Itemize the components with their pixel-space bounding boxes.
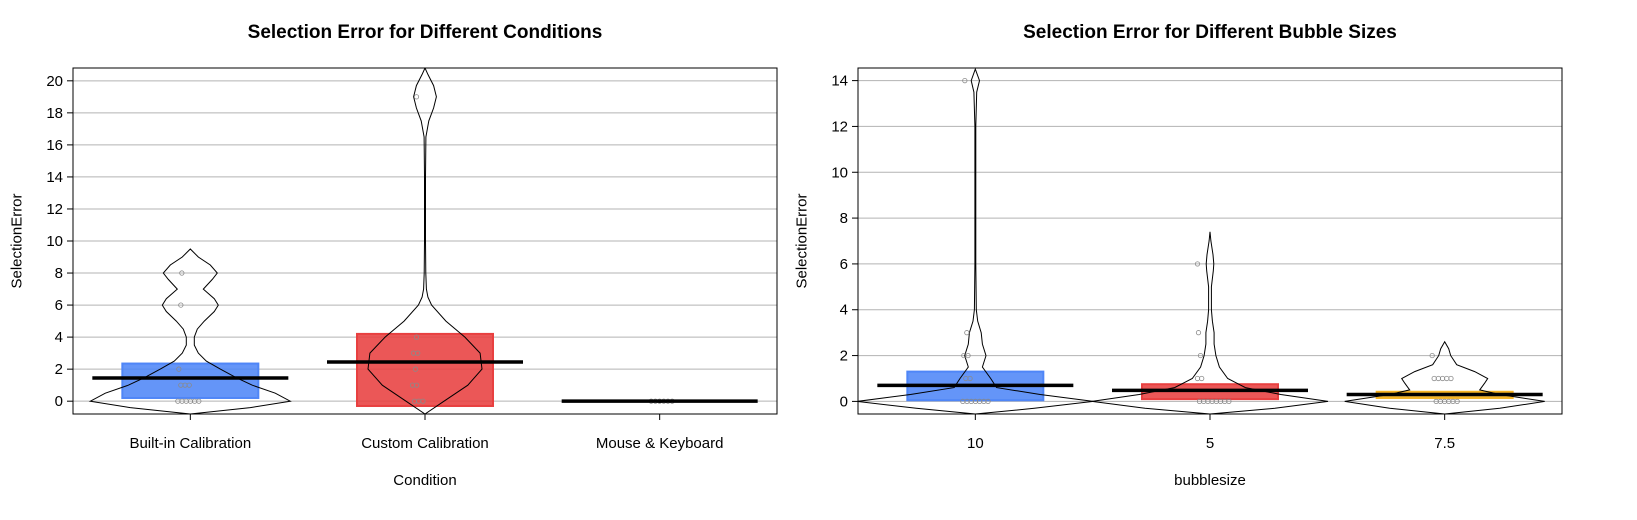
plot-area <box>88 68 758 414</box>
chart-title: Selection Error for Different Bubble Siz… <box>1023 22 1397 43</box>
y-axis: 0 2 4 6 8 10 12 14 <box>831 73 858 410</box>
data-point <box>965 352 971 359</box>
y-tick-label: 10 <box>46 233 63 250</box>
y-tick-label: 12 <box>831 118 848 135</box>
panel-bubble-sizes: Selection Error for Different Bubble Siz… <box>793 22 1563 489</box>
violin-shape <box>88 248 292 414</box>
y-axis-label: SelectionError <box>8 193 25 288</box>
data-point <box>1199 375 1205 382</box>
data-point <box>1435 375 1441 382</box>
y-tick-label: 4 <box>840 302 848 319</box>
data-point <box>964 330 970 336</box>
data-point <box>178 302 184 308</box>
data-point <box>413 94 420 100</box>
data-point <box>1439 375 1446 382</box>
data-point <box>179 270 185 276</box>
data-point <box>196 398 202 404</box>
data-point <box>1194 261 1201 267</box>
y-tick-label: 8 <box>55 265 63 282</box>
data-point <box>1195 330 1202 336</box>
data-point <box>414 382 420 388</box>
ci-box <box>121 362 260 399</box>
y-tick-label: 8 <box>840 210 848 227</box>
panel-conditions: Selection Error for Different Conditions… <box>8 22 778 489</box>
y-tick-label: 20 <box>46 73 63 90</box>
violin-shape <box>1091 231 1329 414</box>
y-tick-label: 14 <box>831 73 848 90</box>
y-tick-label: 0 <box>55 393 63 410</box>
plot-area <box>858 68 1545 414</box>
y-tick-label: 6 <box>840 256 848 273</box>
y-tick-label: 2 <box>840 348 848 365</box>
plot-frame <box>857 67 1563 415</box>
y-tick-label: 2 <box>55 361 63 378</box>
data-point <box>1444 375 1450 382</box>
y-tick-label: 14 <box>46 169 63 186</box>
data-point <box>1448 375 1454 382</box>
series-2 <box>327 68 523 414</box>
data-point <box>176 366 182 372</box>
y-tick-label: 16 <box>46 137 63 154</box>
x-tick-label: Built-in Calibration <box>129 435 251 452</box>
data-point <box>1454 398 1460 404</box>
data-point <box>967 375 973 382</box>
x-tick-label: 7.5 <box>1434 435 1455 452</box>
data-point <box>1429 352 1435 359</box>
data-point <box>1194 375 1201 382</box>
x-axis-label: Condition <box>393 472 456 489</box>
x-tick-label: 5 <box>1206 435 1214 452</box>
data-point <box>412 366 419 372</box>
x-axis: 10 5 7.5 <box>967 414 1455 452</box>
x-axis-label: bubblesize <box>1174 472 1246 489</box>
violin-shape <box>858 68 1094 414</box>
y-tick-label: 12 <box>46 201 63 218</box>
ci-box <box>356 332 494 407</box>
data-point <box>1226 398 1232 404</box>
y-tick-label: 10 <box>831 164 848 181</box>
data-point <box>420 398 426 404</box>
y-tick-label: 6 <box>55 297 63 314</box>
violin-shape <box>1344 340 1545 414</box>
series-3 <box>561 398 758 404</box>
series-3 <box>1344 340 1545 414</box>
y-tick-label: 4 <box>55 329 63 346</box>
data-point <box>415 350 421 356</box>
y-tick-label: 0 <box>840 393 848 410</box>
series-1 <box>88 248 292 414</box>
chart-title: Selection Error for Different Conditions <box>248 22 603 43</box>
y-tick-label: 18 <box>46 105 63 122</box>
data-point <box>985 398 991 404</box>
x-tick-label: Mouse & Keyboard <box>596 435 724 452</box>
data-point <box>186 382 192 388</box>
data-point <box>1431 375 1437 382</box>
series-1 <box>858 68 1094 414</box>
series-2 <box>1091 231 1329 414</box>
y-axis: 0 2 4 6 8 10 12 14 16 18 20 <box>46 73 73 410</box>
x-axis: Built-in Calibration Custom Calibration Mo… <box>129 414 723 452</box>
data-point <box>962 78 968 84</box>
x-tick-label: 10 <box>967 435 984 452</box>
y-axis-label: SelectionError <box>793 193 810 288</box>
violin-shape <box>367 68 483 414</box>
data-point <box>1197 352 1204 359</box>
data-point <box>413 334 420 340</box>
x-tick-label: Custom Calibration <box>361 435 489 452</box>
